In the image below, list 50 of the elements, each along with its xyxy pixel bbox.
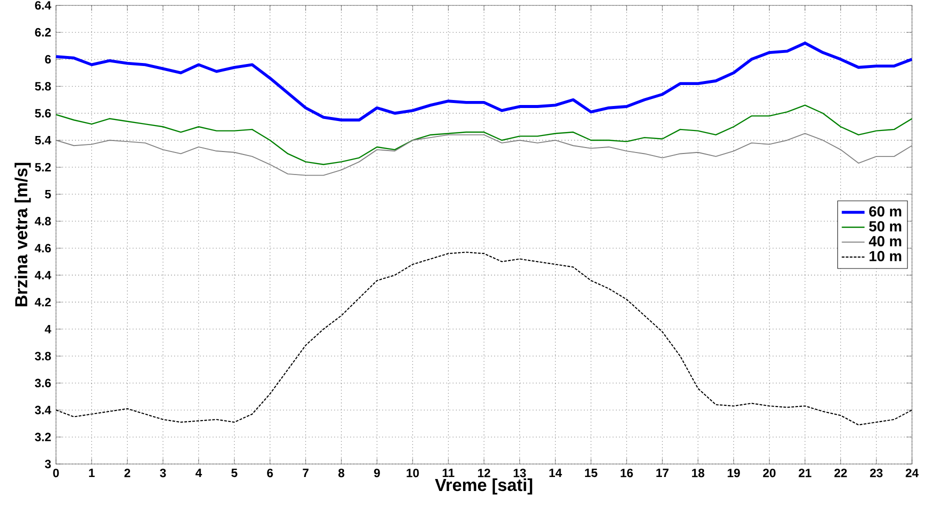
x-tick-label: 9 bbox=[374, 468, 380, 478]
y-tick-label: 5.4 bbox=[34, 136, 52, 144]
y-tick-label: 6 bbox=[45, 55, 51, 64]
line-series bbox=[56, 42, 912, 122]
y-tick-label: 3.6 bbox=[34, 378, 51, 388]
x-tick-label: 1 bbox=[89, 468, 95, 477]
x-tick-label: 2 bbox=[124, 468, 130, 478]
y-tick-label: 5 bbox=[44, 190, 51, 198]
x-tick-label: 10 bbox=[406, 468, 419, 478]
x-axis-title: Vreme [sati] bbox=[434, 478, 532, 495]
x-tick-label: 14 bbox=[549, 468, 562, 477]
x-tick-label: 6 bbox=[267, 468, 273, 478]
legend-label: 50 m bbox=[869, 221, 902, 232]
y-tick-label: 6.4 bbox=[35, 1, 52, 10]
y-tick-label: 5.2 bbox=[34, 162, 51, 172]
y-tick-label: 3 bbox=[44, 460, 51, 468]
y-axis-title: Brzina vetra [m/s] bbox=[14, 162, 31, 306]
y-tick-label: 6.2 bbox=[35, 28, 51, 37]
x-tick-label: 20 bbox=[763, 468, 776, 478]
x-tick-label: 13 bbox=[514, 468, 526, 478]
x-tick-label: 24 bbox=[906, 468, 919, 478]
x-tick-label: 22 bbox=[834, 468, 847, 478]
y-tick-label: 4 bbox=[44, 324, 52, 334]
x-tick-label: 18 bbox=[692, 468, 704, 478]
x-tick-label: 15 bbox=[585, 468, 598, 478]
x-tick-label: 4 bbox=[196, 468, 202, 477]
y-tick-label: 5.6 bbox=[34, 109, 51, 118]
y-tick-label: 3.8 bbox=[34, 352, 51, 360]
x-tick-label: 19 bbox=[728, 468, 740, 478]
legend-label: 40 m bbox=[868, 236, 902, 246]
x-tick-label: 12 bbox=[478, 468, 490, 478]
x-tick-label: 11 bbox=[442, 468, 454, 477]
y-tick-label: 5.8 bbox=[34, 82, 51, 91]
x-tick-label: 8 bbox=[338, 468, 344, 478]
y-tick-label: 4.6 bbox=[34, 244, 51, 252]
y-tick-label: 4.4 bbox=[34, 271, 52, 280]
legend-label: 60 m bbox=[869, 206, 902, 217]
x-tick-label: 7 bbox=[302, 468, 308, 477]
x-tick-label: 16 bbox=[620, 468, 633, 478]
y-tick-label: 4.2 bbox=[34, 298, 51, 306]
x-tick-label: 5 bbox=[231, 468, 238, 478]
y-tick-label: 4.8 bbox=[34, 216, 51, 226]
x-tick-label: 0 bbox=[53, 468, 59, 478]
legend-label: 10 m bbox=[870, 250, 902, 262]
x-tick-label: 17 bbox=[656, 468, 668, 477]
y-tick-label: 3.4 bbox=[34, 406, 52, 414]
x-tick-label: 21 bbox=[798, 468, 812, 478]
x-tick-label: 3 bbox=[160, 468, 166, 478]
y-tick-label: 3.2 bbox=[34, 432, 51, 442]
x-tick-label: 23 bbox=[870, 468, 883, 478]
